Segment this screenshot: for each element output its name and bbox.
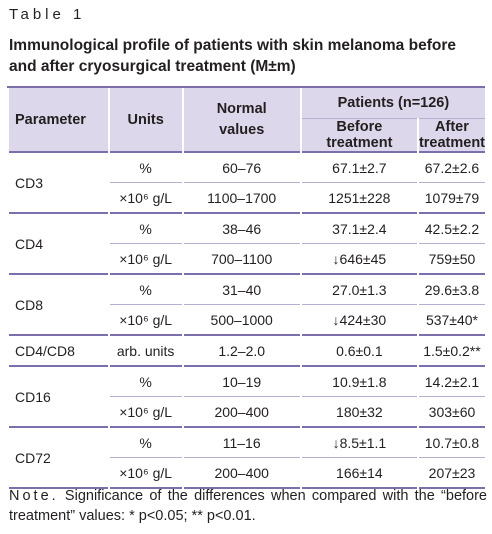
value-cell: 759±50	[416, 243, 485, 275]
table-title: Immunological profile of patients with s…	[9, 37, 456, 75]
value-cell: 0.6±0.1	[299, 334, 418, 367]
value-cell: ↓424±30	[299, 304, 418, 336]
value-cell: 37.1±2.4	[299, 212, 418, 244]
value-cell: 67.1±2.7	[299, 151, 418, 183]
value-cell: 537±40*	[416, 304, 485, 336]
table-row: ×10⁶ g/L 1100–1700 1251±228 1079±79	[8, 182, 485, 214]
column-header: Parameter	[7, 86, 109, 153]
value-cell: %	[107, 273, 183, 305]
table-row: CD4/CD8 arb. units 1.2–2.0 0.6±0.1 1.5±0.2**	[7, 334, 485, 367]
value-cell: 10–19	[181, 365, 301, 397]
value-cell: 14.2±2.1	[416, 365, 485, 397]
value-cell: %	[107, 426, 183, 458]
value-cell: 180±32	[299, 396, 418, 428]
table-row: CD72% 11–16 ↓8.5±1.1 10.7±0.8	[7, 426, 485, 489]
value-cell: ×10⁶ g/L	[107, 304, 183, 336]
column-header: Patients (n=126)	[299, 86, 485, 119]
value-cell: %	[107, 151, 183, 183]
value-cell: %	[107, 365, 183, 397]
table-row: CD16% 10–19 10.9±1.8 14.2±2.1	[7, 365, 485, 428]
value-cell: 1.2–2.0	[181, 334, 301, 367]
header-row: Parameter Units Normal values Patients (…	[7, 86, 485, 153]
value-cell: 1079±79	[416, 182, 485, 214]
value-cell: 1100–1700	[181, 182, 301, 214]
value-cell: arb. units	[107, 334, 183, 367]
parameter-cell: CD4/CD8	[7, 334, 109, 367]
table-label: Table 1	[9, 6, 86, 23]
column-header: After treatment	[416, 118, 486, 153]
table-row: CD3% 60–76 67.1±2.7 67.2±2.6	[7, 151, 485, 214]
table-head: Parameter Units Normal values Patients (…	[7, 86, 486, 153]
note-label: Note.	[9, 488, 59, 504]
value-cell: 1.5±0.2**	[416, 334, 485, 367]
value-cell: 67.2±2.6	[416, 151, 485, 183]
table-row: ×10⁶ g/L 200–400 166±14 207±23	[8, 457, 485, 489]
value-cell: 60–76	[181, 151, 301, 183]
value-cell: %	[107, 212, 183, 244]
column-header: Normal values	[181, 86, 301, 153]
parameter-cell: CD16	[7, 365, 109, 428]
note-text: Significance of the differences when com…	[9, 488, 488, 524]
value-cell: 303±60	[416, 396, 485, 428]
value-cell: ×10⁶ g/L	[107, 396, 183, 428]
value-cell: 27.0±1.3	[299, 273, 418, 305]
value-cell: 11–16	[181, 426, 301, 458]
header-row: Before treatment After treatment	[8, 118, 486, 153]
value-cell: 700–1100	[181, 243, 301, 275]
value-cell: 207±23	[416, 457, 485, 489]
value-cell: ×10⁶ g/L	[107, 182, 183, 214]
value-cell: 200–400	[181, 396, 301, 428]
parameter-cell: CD4	[7, 212, 109, 275]
value-cell: 200–400	[181, 457, 301, 489]
parameter-cell: CD8	[7, 273, 109, 336]
value-cell: ×10⁶ g/L	[107, 457, 183, 489]
value-cell: 31–40	[181, 273, 301, 305]
column-header: Before treatment	[299, 118, 418, 153]
value-cell: 1251±228	[299, 182, 418, 214]
value-cell: 500–1000	[181, 304, 301, 336]
value-cell: 10.7±0.8	[416, 426, 485, 458]
value-cell: ↓646±45	[299, 243, 418, 275]
value-cell: 166±14	[299, 457, 418, 489]
value-cell: 10.9±1.8	[299, 365, 418, 397]
value-cell: ×10⁶ g/L	[107, 243, 183, 275]
value-cell: ↓8.5±1.1	[299, 426, 418, 458]
value-cell: 42.5±2.2	[416, 212, 485, 244]
data-table: Parameter Units Normal values Patients (…	[7, 86, 485, 489]
note: Note. Significance of the differences wh…	[9, 486, 487, 526]
parameter-cell: CD72	[7, 426, 109, 489]
column-header: Units	[107, 86, 183, 153]
table-body: CD3% 60–76 67.1±2.7 67.2±2.6 ×10⁶ g/L 1100–17…	[7, 151, 485, 489]
table-row: CD4% 38–46 37.1±2.4 42.5±2.2	[7, 212, 485, 275]
parameter-cell: CD3	[7, 151, 109, 214]
value-cell: 29.6±3.8	[416, 273, 485, 305]
value-cell: 38–46	[181, 212, 301, 244]
table-row: CD8% 31–40 27.0±1.3 29.6±3.8	[7, 273, 485, 336]
